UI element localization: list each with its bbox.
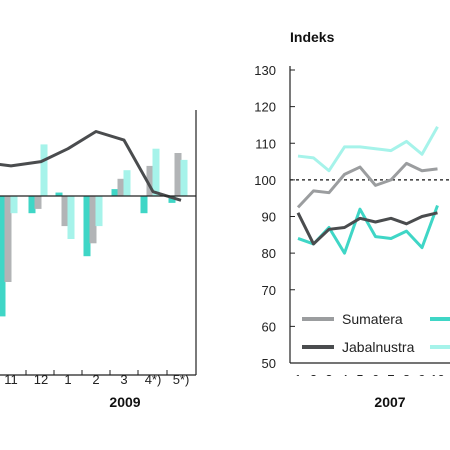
y-tick-label: 120 [254, 100, 276, 115]
legend: Sumatera Jabalnustra [302, 311, 450, 355]
bar-series2-4*) [152, 148, 160, 196]
x-tick-label: 9 [418, 372, 425, 387]
x-tick-label: 2 [92, 372, 99, 387]
bar-series2-5*) [180, 159, 188, 196]
series-line-3 [297, 126, 439, 173]
bar-series0-3 [111, 189, 119, 196]
left-bar-chart: 11 12 1 2 3 4*) 5*) 2009 [0, 110, 197, 410]
bar-series2-12 [40, 144, 48, 196]
y-tick-label: 100 [254, 173, 276, 188]
y-tick-label: 80 [262, 246, 276, 261]
bar-series0-12 [28, 196, 36, 214]
bar-series0-4*) [140, 196, 148, 214]
line-series [0, 130, 182, 202]
y-tick-label: 90 [262, 210, 276, 225]
x-tick-label: 3 [325, 372, 332, 387]
left-year-label: 2009 [109, 394, 140, 410]
bar-series1-1 [61, 196, 69, 227]
y-tick-label: 60 [262, 319, 276, 334]
series-line-0 [296, 161, 438, 209]
bar-series1-5*) [174, 153, 182, 196]
x-tick-label: 3 [120, 372, 127, 387]
series-line-2 [297, 204, 439, 255]
x-tick-label: 11 [4, 372, 18, 387]
bar-series2-2 [95, 196, 103, 227]
bar-series1-2 [89, 196, 97, 244]
bar-series2-3 [123, 170, 131, 196]
legend-label-sumatera: Sumatera [342, 311, 403, 327]
y-tick-label: 50 [262, 356, 276, 371]
x-tick-label: 1 [294, 372, 301, 387]
x-tick-label: 4*) [145, 372, 162, 387]
bar-series0-1 [55, 192, 63, 196]
right-chart-title: Indeks [290, 29, 335, 45]
bar-series0-2 [83, 196, 91, 257]
bar-series0-11 [0, 196, 6, 317]
x-tick-label: 1 [64, 372, 71, 387]
series-line-1 [296, 211, 438, 246]
x-tick-label: 8 [403, 372, 410, 387]
x-tick-label: 5 [356, 372, 363, 387]
bar-series2-11 [10, 196, 18, 214]
bar-series2-1 [67, 196, 75, 239]
x-tick-label: 7 [387, 372, 394, 387]
legend-label-jabalnustra: Jabalnustra [342, 339, 415, 355]
bar-series1-4*) [146, 165, 154, 196]
bar-series0-5*) [168, 196, 176, 203]
right-year-label: 2007 [374, 394, 405, 410]
x-tick-label: 12 [34, 372, 48, 387]
bar-series1-3 [117, 178, 125, 196]
x-tick-label: 5*) [173, 372, 190, 387]
x-tick-label: 2 [310, 372, 317, 387]
bar-series1-12 [34, 196, 42, 209]
y-tick-label: 110 [255, 136, 276, 151]
x-tick-label: 6 [372, 372, 379, 387]
x-tick-label: 10 [430, 372, 444, 387]
bar-series1-11 [4, 196, 12, 282]
y-tick-label: 130 [254, 63, 276, 78]
y-tick-label: 70 [262, 283, 276, 298]
x-tick-label: 4 [341, 372, 348, 387]
